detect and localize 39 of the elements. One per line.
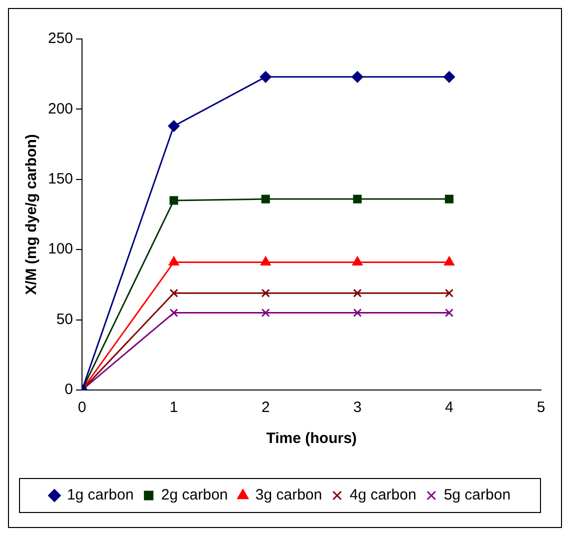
- y-tick-label: 100: [48, 240, 74, 258]
- x-tick-label: 5: [536, 399, 546, 416]
- point: [170, 196, 178, 205]
- point: [170, 288, 178, 298]
- point: [444, 256, 454, 266]
- x-tick-label: 2: [261, 399, 270, 416]
- y-tick-label: 150: [48, 170, 74, 188]
- point: [444, 194, 454, 204]
- legend-label: 1g carbon: [66, 486, 134, 504]
- point: [353, 194, 362, 204]
- point: [353, 308, 362, 318]
- point: [261, 194, 270, 204]
- point: [261, 308, 270, 318]
- x-tick-label: 1: [170, 399, 178, 416]
- x-axis-title: Time (hours): [266, 430, 357, 448]
- point: [260, 256, 271, 266]
- point: [443, 71, 455, 83]
- point: [444, 308, 454, 318]
- legend-label: 5g carbon: [444, 486, 511, 504]
- x-tick-label: 0: [78, 399, 86, 416]
- legend-label: 2g carbon: [161, 486, 228, 504]
- point: [352, 256, 362, 266]
- x-tick-label: 4: [445, 399, 454, 416]
- point: [261, 288, 270, 298]
- x-tick-label: 3: [353, 399, 362, 416]
- point: [168, 256, 179, 266]
- point: [260, 71, 272, 83]
- point: [170, 308, 178, 318]
- point: [444, 288, 454, 298]
- point: [168, 120, 180, 132]
- y-tick-label: 250: [48, 30, 74, 48]
- legend-label: 3g carbon: [255, 486, 322, 504]
- point: [353, 288, 362, 298]
- y-tick-label: 0: [64, 381, 74, 398]
- y-tick-label: 200: [48, 100, 74, 118]
- legend-label: 4g carbon: [350, 486, 416, 504]
- y-tick-label: 50: [56, 310, 74, 328]
- point: [352, 71, 364, 83]
- y-axis-title: X/M (mg dye/g carbon): [23, 134, 40, 295]
